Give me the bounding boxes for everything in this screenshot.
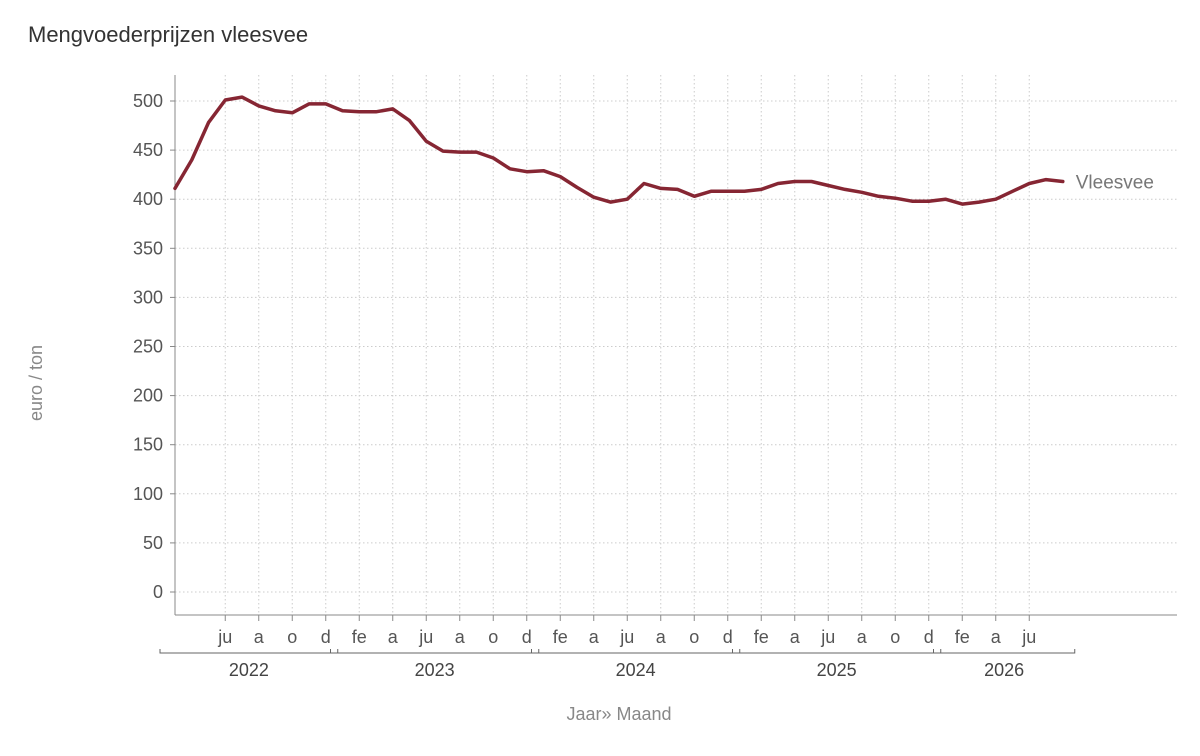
year-bracket (531, 649, 741, 654)
x-tick-label: a (589, 627, 600, 647)
x-tick-label: a (254, 627, 265, 647)
year-bracket (933, 649, 1076, 654)
series-label: Vleesvee (1076, 173, 1154, 194)
y-tick-label: 450 (133, 140, 163, 160)
y-tick-label: 200 (133, 386, 163, 406)
y-tick-label: 250 (133, 337, 163, 357)
year-label: 2026 (984, 660, 1024, 680)
series-group: Vleesvee (173, 95, 1154, 206)
x-tick-label: fe (352, 627, 367, 647)
x-tick-label: d (522, 627, 532, 647)
x-tick-label: a (991, 627, 1002, 647)
y-axis-title: euro / ton (26, 345, 46, 421)
year-bracket (732, 649, 942, 654)
year-groups: 2022 2023 2024 2025 2026 (159, 649, 1076, 680)
grid (175, 75, 1177, 615)
x-tick-label: fe (955, 627, 970, 647)
year-label: 2024 (616, 660, 656, 680)
year-label: 2025 (817, 660, 857, 680)
y-tick-label: 0 (153, 582, 163, 602)
x-tick-label: d (924, 627, 934, 647)
year-bracket (330, 649, 540, 654)
y-tick-label: 50 (143, 533, 163, 553)
x-tick-label: a (656, 627, 667, 647)
year-label: 2023 (415, 660, 455, 680)
axes (170, 75, 1177, 621)
y-tick-label: 400 (133, 189, 163, 209)
x-tick-label: a (857, 627, 868, 647)
x-tick-label: a (790, 627, 801, 647)
x-tick-label: ju (217, 627, 232, 647)
x-tick-label: a (388, 627, 399, 647)
x-tick-label: fe (553, 627, 568, 647)
y-tick-label: 100 (133, 484, 163, 504)
x-ticks: ju a o d fe a ju a o d fe a ju a o d fe a ju a o d fe a ju (217, 627, 1036, 647)
y-ticks: 0 50 100 150 200 250 300 350 400 450 500 (133, 91, 163, 602)
y-tick-label: 500 (133, 91, 163, 111)
year-label: 2022 (229, 660, 269, 680)
chart-title: Mengvoederprijzen vleesvee (28, 22, 309, 47)
x-tick-label: o (689, 627, 699, 647)
y-tick-label: 300 (133, 287, 163, 307)
x-tick-label: d (321, 627, 331, 647)
year-bracket (159, 649, 339, 654)
y-tick-label: 350 (133, 238, 163, 258)
x-tick-label: a (455, 627, 466, 647)
x-tick-label: d (723, 627, 733, 647)
x-tick-label: o (488, 627, 498, 647)
x-tick-label: ju (1021, 627, 1036, 647)
x-tick-label: ju (619, 627, 634, 647)
x-axis-title: Jaar» Maand (566, 704, 671, 724)
x-tick-label: o (890, 627, 900, 647)
x-tick-label: fe (754, 627, 769, 647)
x-tick-label: ju (418, 627, 433, 647)
y-tick-label: 150 (133, 435, 163, 455)
x-tick-label: o (287, 627, 297, 647)
series-line-vleesvee (173, 95, 1065, 206)
x-tick-label: ju (820, 627, 835, 647)
